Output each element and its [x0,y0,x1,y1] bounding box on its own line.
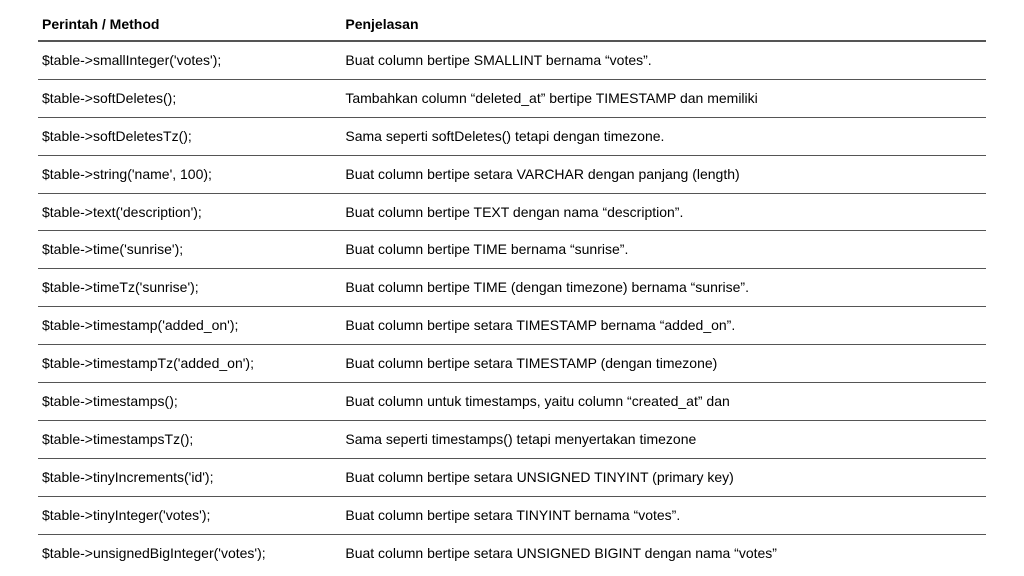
cell-method: $table->timestampsTz(); [38,420,341,458]
cell-method: $table->string('name', 100); [38,155,341,193]
table-row: $table->softDeletesTz(); Sama seperti so… [38,117,986,155]
cell-description: Buat column bertipe TIME (dengan timezon… [341,269,986,307]
cell-description: Buat column bertipe TEXT dengan nama “de… [341,193,986,231]
cell-method: $table->time('sunrise'); [38,231,341,269]
table-row: $table->unsignedBigInteger('votes'); Bua… [38,534,986,571]
cell-method: $table->unsignedBigInteger('votes'); [38,534,341,571]
cell-description: Buat column bertipe setara TIMESTAMP ber… [341,307,986,345]
table-row: $table->tinyInteger('votes'); Buat colum… [38,496,986,534]
table-row: $table->text('description'); Buat column… [38,193,986,231]
table-row: $table->timestampsTz(); Sama seperti tim… [38,420,986,458]
cell-method: $table->tinyIncrements('id'); [38,458,341,496]
header-description: Penjelasan [341,8,986,41]
methods-table: Perintah / Method Penjelasan $table->sma… [38,8,986,571]
cell-description: Buat column bertipe TIME bernama “sunris… [341,231,986,269]
table-row: $table->softDeletes(); Tambahkan column … [38,79,986,117]
cell-method: $table->tinyInteger('votes'); [38,496,341,534]
cell-description: Buat column bertipe setara TIMESTAMP (de… [341,345,986,383]
table-row: $table->timeTz('sunrise'); Buat column b… [38,269,986,307]
table-row: $table->string('name', 100); Buat column… [38,155,986,193]
cell-description: Buat column bertipe SMALLINT bernama “vo… [341,41,986,79]
cell-method: $table->smallInteger('votes'); [38,41,341,79]
cell-description: Buat column untuk timestamps, yaitu colu… [341,383,986,421]
table-row: $table->timestamp('added_on'); Buat colu… [38,307,986,345]
cell-description: Buat column bertipe setara UNSIGNED BIGI… [341,534,986,571]
table-row: $table->timestampTz('added_on'); Buat co… [38,345,986,383]
cell-method: $table->text('description'); [38,193,341,231]
cell-method: $table->timeTz('sunrise'); [38,269,341,307]
header-method: Perintah / Method [38,8,341,41]
table-row: $table->tinyIncrements('id'); Buat colum… [38,458,986,496]
cell-description: Buat column bertipe setara TINYINT berna… [341,496,986,534]
cell-description: Buat column bertipe setara VARCHAR denga… [341,155,986,193]
table-header-row: Perintah / Method Penjelasan [38,8,986,41]
table-row: $table->time('sunrise'); Buat column ber… [38,231,986,269]
cell-method: $table->softDeletes(); [38,79,341,117]
cell-description: Buat column bertipe setara UNSIGNED TINY… [341,458,986,496]
table-row: $table->timestamps(); Buat column untuk … [38,383,986,421]
cell-method: $table->timestamp('added_on'); [38,307,341,345]
cell-method: $table->timestampTz('added_on'); [38,345,341,383]
table-row: $table->smallInteger('votes'); Buat colu… [38,41,986,79]
cell-description: Sama seperti timestamps() tetapi menyert… [341,420,986,458]
cell-description: Tambahkan column “deleted_at” bertipe TI… [341,79,986,117]
cell-method: $table->timestamps(); [38,383,341,421]
page: Perintah / Method Penjelasan $table->sma… [0,0,1024,576]
cell-method: $table->softDeletesTz(); [38,117,341,155]
cell-description: Sama seperti softDeletes() tetapi dengan… [341,117,986,155]
